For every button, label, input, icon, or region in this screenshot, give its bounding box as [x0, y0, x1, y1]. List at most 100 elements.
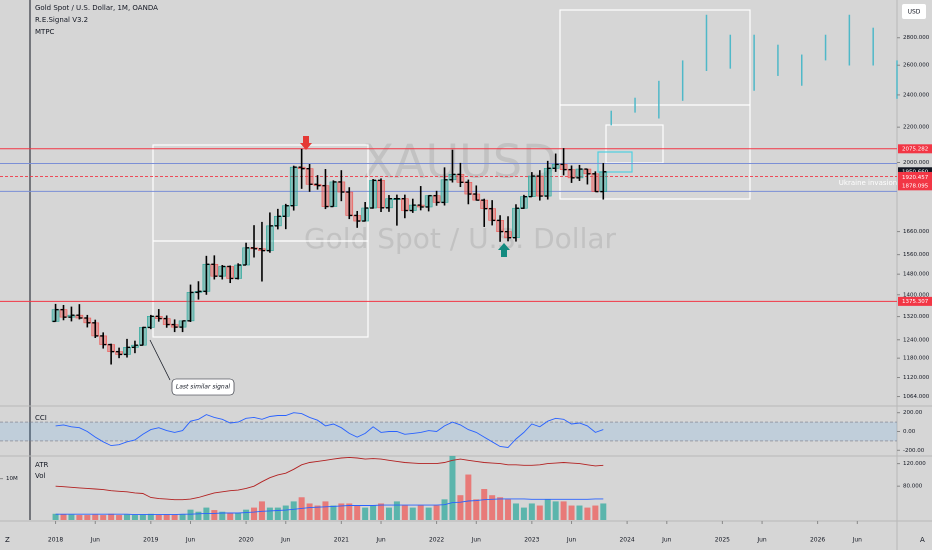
- price-label: 1878.095: [902, 183, 929, 189]
- pane-subtitle: Vol: [35, 472, 46, 480]
- volume-bar: [362, 507, 369, 520]
- y-tick-label: 1320.000: [903, 314, 930, 320]
- y-tick-label: 80.000: [903, 484, 923, 490]
- volume-bar: [322, 501, 329, 520]
- volume-bar: [100, 515, 107, 520]
- price-label-box: [898, 181, 932, 191]
- volume-bar: [330, 505, 337, 520]
- y-tick-label: 200.00: [903, 410, 923, 416]
- x-tick-label: Jun: [185, 537, 196, 544]
- volume-bar: [108, 513, 115, 520]
- volume-bar: [68, 514, 75, 520]
- watermark-name: Gold Spot / U.S. Dollar: [304, 222, 617, 255]
- volume-bar: [131, 515, 138, 520]
- annotation: Ukraine invasion: [839, 179, 897, 187]
- volume-bar: [568, 505, 575, 520]
- x-tick-label: 2020: [238, 537, 253, 544]
- volume-bar: [560, 501, 567, 520]
- volume-bar: [489, 495, 496, 520]
- volume-bar: [243, 509, 250, 520]
- volume-bar: [171, 514, 178, 520]
- price-label: 1375.307: [902, 299, 929, 305]
- y-tick-label: -200.00: [903, 448, 925, 454]
- x-tick-label: Jun: [661, 537, 672, 544]
- volume-bar: [449, 455, 456, 520]
- symbol-title: Gold Spot / U.S. Dollar, 1M, OANDA: [35, 4, 158, 12]
- volume-bar: [354, 505, 361, 520]
- volume-bar: [497, 497, 504, 520]
- volume-bar: [584, 507, 591, 520]
- volume-bar: [274, 507, 281, 520]
- signal-boxes: [152, 9, 751, 338]
- annotation: Last similar signal: [176, 384, 231, 391]
- volume-bar: [385, 507, 392, 520]
- x-tick-label: Jun: [90, 537, 101, 544]
- x-tick-label: 2024: [619, 537, 634, 544]
- volume-bar: [306, 503, 313, 520]
- volume-bar: [457, 495, 464, 520]
- volume-bar: [266, 507, 273, 520]
- x-tick-label: 2018: [48, 537, 63, 544]
- cci-band: [0, 422, 897, 441]
- volume-bar: [346, 503, 353, 520]
- price-label-box: [898, 167, 932, 177]
- volume-bar: [481, 489, 488, 520]
- price-label: 2075.282: [902, 146, 928, 152]
- volume-bar: [433, 505, 440, 520]
- y-tick-label: 120.000: [903, 461, 926, 467]
- volume-bar: [378, 503, 385, 520]
- x-tick-label: 2025: [715, 537, 730, 544]
- callout-line: [149, 339, 171, 381]
- x-tick-label: Jun: [471, 537, 482, 544]
- atr-line: [55, 456, 604, 501]
- x-tick-label: Jun: [852, 537, 863, 544]
- volume-ma: [55, 498, 604, 516]
- volume-bar: [505, 499, 512, 520]
- volume-bar: [417, 505, 424, 520]
- currency[interactable]: USD: [908, 9, 921, 16]
- volume-bar: [187, 509, 194, 520]
- volume-bar: [155, 514, 162, 520]
- volume-bar: [251, 507, 258, 520]
- x-tick-label: Jun: [280, 537, 291, 544]
- volume-bar: [116, 515, 123, 520]
- volume-bar: [84, 515, 91, 520]
- volume-bar: [592, 505, 599, 520]
- volume-bar: [282, 505, 289, 520]
- cci-line: [55, 412, 604, 448]
- pane-title: ATR: [35, 461, 49, 469]
- volume-bar: [211, 510, 218, 520]
- footer-button[interactable]: A: [920, 536, 925, 544]
- volume-bar: [179, 514, 186, 520]
- volume-bar: [314, 505, 321, 520]
- volume-bar: [600, 503, 607, 520]
- volume-bar: [576, 505, 583, 520]
- x-tick-label: Jun: [566, 537, 577, 544]
- y-tick-label: 1064.000: [903, 394, 930, 400]
- indicator-label: R.E.Signal V3.2: [35, 16, 88, 24]
- volume-bar: [512, 503, 519, 520]
- sell-arrow: [300, 136, 312, 150]
- volume-bar: [92, 514, 99, 520]
- y-tick-label: 1480.000: [903, 272, 930, 278]
- volume-bar: [441, 499, 448, 520]
- y-tick-label: 2200.000: [903, 125, 930, 131]
- volume-bar: [401, 505, 408, 520]
- y-tick-label: 2400.000: [903, 92, 930, 98]
- footer-button[interactable]: Z: [5, 536, 10, 544]
- volume-bar: [163, 514, 170, 520]
- volume-bar: [552, 501, 559, 520]
- x-tick-label: 2021: [334, 537, 349, 544]
- price-label-box: [898, 296, 932, 306]
- volume-bar: [227, 512, 234, 520]
- watermark: XAUUSD Gold Spot / U.S. Dollar: [304, 135, 617, 256]
- volume-bar: [536, 505, 543, 520]
- price-label: 1920.457: [902, 175, 929, 181]
- indicator-label: MTPC: [35, 28, 55, 36]
- currency-box[interactable]: [902, 4, 926, 19]
- volume-bar: [473, 499, 480, 520]
- y-tick-label: 2600.000: [903, 63, 930, 69]
- volume-bar: [76, 515, 83, 520]
